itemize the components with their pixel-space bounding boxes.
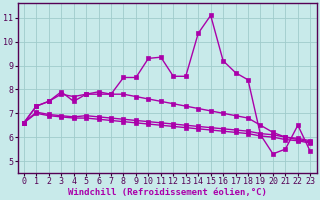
X-axis label: Windchill (Refroidissement éolien,°C): Windchill (Refroidissement éolien,°C) [68,188,267,197]
